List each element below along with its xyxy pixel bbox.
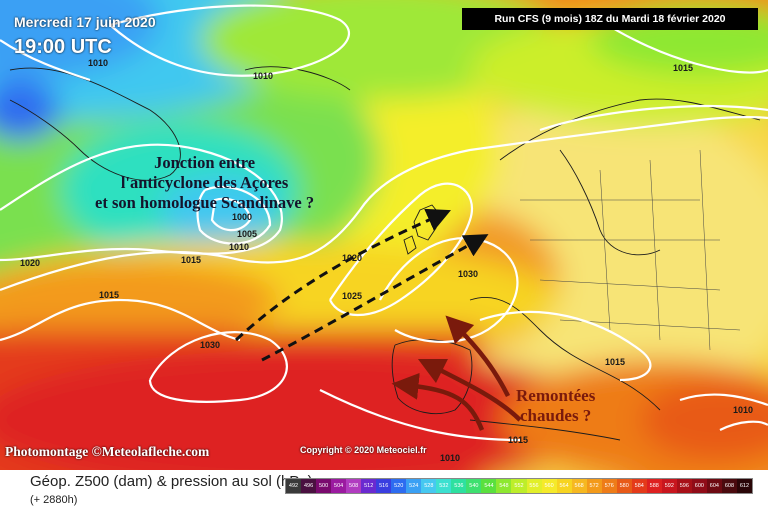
legend-swatch: 588 [646, 479, 662, 493]
legend-swatch: 580 [616, 479, 632, 493]
isobar-label: 1010 [253, 71, 274, 81]
legend-swatch: 576 [601, 479, 617, 493]
legend-swatch: 492 [286, 479, 302, 493]
isobar-label: 1015 [99, 290, 120, 300]
legend-swatch: 500 [316, 479, 332, 493]
legend-swatch: 572 [586, 479, 602, 493]
legend-swatch: 568 [571, 479, 587, 493]
legend-swatch: 552 [511, 479, 527, 493]
isobar-label: 1010 [229, 242, 250, 252]
legend-swatch: 560 [541, 479, 557, 493]
weather-map [0, 0, 768, 470]
footer-subtitle: (+ 2880h) [30, 494, 78, 506]
isobars [0, 4, 768, 442]
isobar-label: 1025 [342, 291, 363, 301]
geopotential-field [0, 0, 768, 470]
legend-swatch: 596 [676, 479, 692, 493]
coastlines [9, 66, 761, 441]
isobar-label: 1005 [237, 229, 258, 239]
isobar-label: 1015 [181, 255, 202, 265]
isobar-label: 1010 [88, 58, 109, 68]
model-run-label: Run CFS (9 mois) 18Z du Mardi 18 février… [462, 8, 758, 30]
legend-swatch: 528 [421, 479, 437, 493]
legend-swatch: 524 [406, 479, 422, 493]
legend-swatch: 544 [481, 479, 497, 493]
legend-swatch: 496 [301, 479, 317, 493]
legend-swatch: 532 [436, 479, 452, 493]
photomontage-credit: Photomontage ©Meteolafleche.com [5, 444, 210, 459]
isobar-label: 1010 [733, 405, 754, 415]
forecast-date: Mercredi 17 juin 2020 [14, 14, 156, 30]
jonction-arrows [234, 208, 489, 362]
question-line: l'anticyclone des Açores [120, 173, 289, 192]
legend-swatch: 604 [706, 479, 722, 493]
legend-swatch: 548 [496, 479, 512, 493]
jonction-question: Jonction entre l'anticyclone des Açores … [95, 153, 314, 213]
isobar-label: 1020 [342, 253, 363, 263]
legend-swatch: 512 [361, 479, 377, 493]
legend-swatch: 600 [691, 479, 707, 493]
isobar-label: 1010 [440, 453, 461, 463]
chaudes-line: chaudes ? [519, 406, 592, 425]
footer-title: Géop. Z500 (dam) & pression au sol (hPa) [30, 473, 313, 490]
legend-swatch: 556 [526, 479, 542, 493]
legend-swatch: 536 [451, 479, 467, 493]
question-line: Jonction entre [154, 153, 256, 172]
legend-swatch: 612 [736, 479, 752, 493]
legend-swatch: 520 [391, 479, 407, 493]
forecast-time: 19:00 UTC [14, 36, 112, 58]
chaudes-line: Remontées [516, 386, 596, 405]
warm-rise-arrows [391, 315, 522, 431]
question-line: et son homologue Scandinave ? [95, 193, 315, 212]
legend-swatch: 516 [376, 479, 392, 493]
copyright-notice: Copyright © 2020 Meteociel.fr [300, 445, 427, 455]
legend-swatch: 564 [556, 479, 572, 493]
legend-swatch: 508 [346, 479, 362, 493]
remontees-chaudes-label: Remontées chaudes ? [516, 386, 595, 426]
isobar-label: 1015 [508, 435, 529, 445]
isobar-label: 1030 [200, 340, 221, 350]
legend-swatch: 504 [331, 479, 347, 493]
legend-swatch: 592 [661, 479, 677, 493]
isobar-label: 1030 [458, 269, 479, 279]
isobar-label: 1000 [232, 212, 253, 222]
legend-swatch: 608 [721, 479, 737, 493]
legend-swatch: 540 [466, 479, 482, 493]
isobar-label: 1015 [605, 357, 626, 367]
legend-swatch: 584 [631, 479, 647, 493]
isobar-label: 1015 [673, 63, 694, 73]
color-scale-legend: 492 496 500 504 508 512 516 520 524 528 532 536 540 5… [285, 478, 753, 494]
isobar-label: 1020 [20, 258, 41, 268]
